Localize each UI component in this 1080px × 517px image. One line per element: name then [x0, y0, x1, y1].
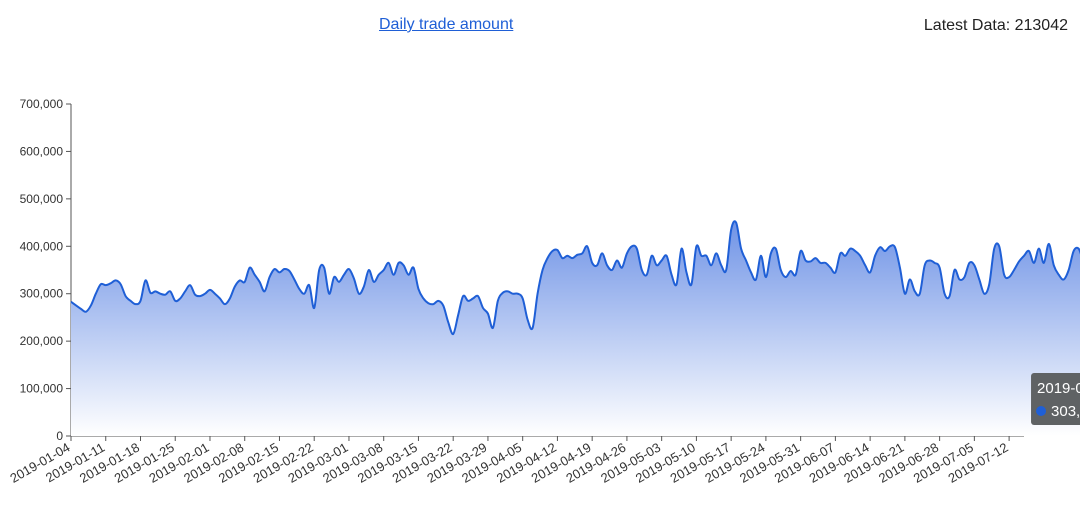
y-tick-label: 300,000: [20, 287, 64, 301]
latest-data-label: Latest Data: 213042: [923, 17, 1068, 34]
plot-area: [70, 220, 1080, 436]
y-tick-label: 200,000: [20, 334, 64, 348]
tooltip-series-dot: [1036, 406, 1047, 416]
x-axis: 2019-01-042019-01-112019-01-182019-01-25…: [7, 435, 1024, 486]
y-tick-label: 700,000: [20, 97, 64, 111]
y-tick-label: 500,000: [20, 192, 64, 206]
series-area: [71, 221, 1080, 436]
y-axis: 0 100,000 200,000 300,000 400,000 500,000 600,…: [20, 97, 72, 443]
tooltip: 2019-07-14 303,287: [1031, 373, 1080, 425]
y-tick-label: 0: [56, 429, 63, 443]
y-tick-label: 400,000: [20, 239, 64, 253]
y-tick-label: 100,000: [20, 382, 64, 396]
series-line: [70, 220, 1080, 336]
chart-title-link[interactable]: Daily trade amount: [379, 16, 514, 33]
y-tick-label: 600,000: [20, 144, 64, 158]
tooltip-date: 2019-07-14: [1037, 380, 1080, 397]
tooltip-value: 303,287: [1051, 403, 1080, 420]
